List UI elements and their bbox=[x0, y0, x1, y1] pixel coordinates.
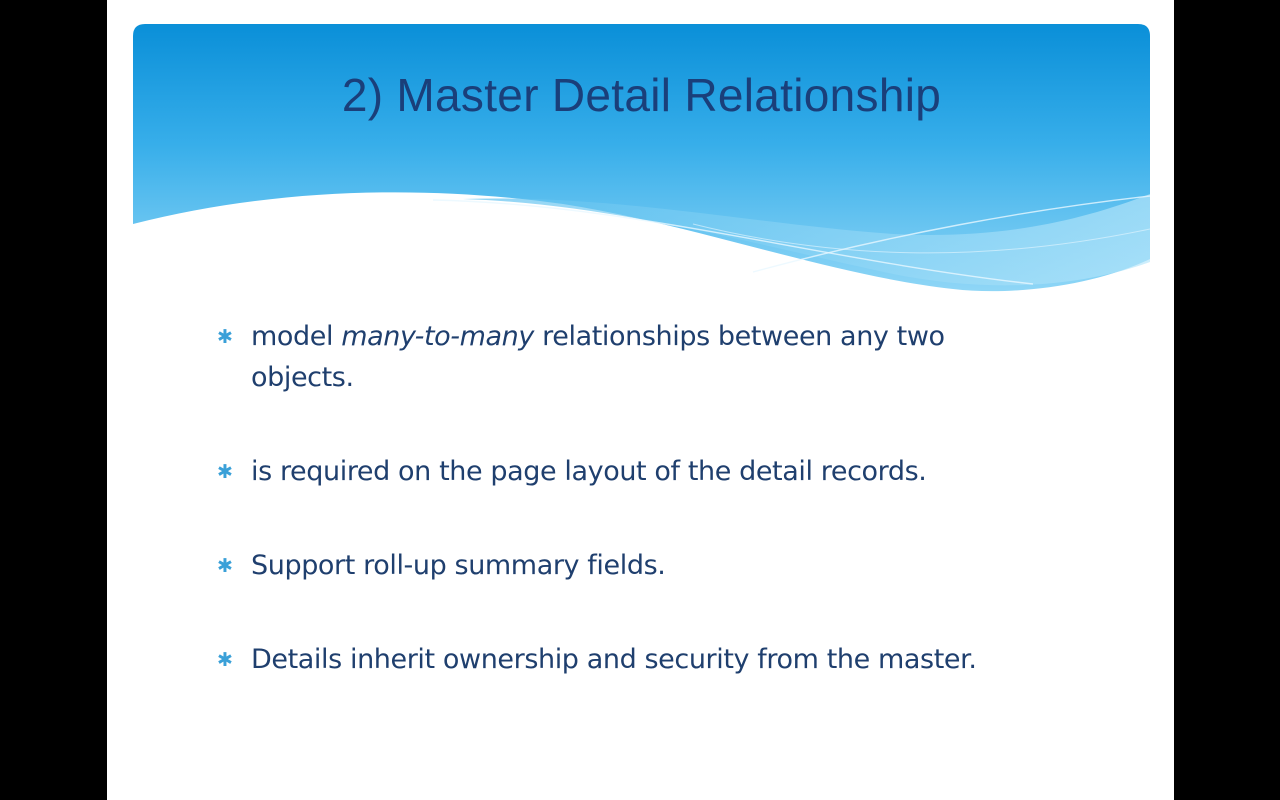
asterisk-icon: ✱ bbox=[217, 326, 233, 348]
wave-banner-graphic bbox=[133, 24, 1150, 292]
bullet-emphasis: many-to-many bbox=[341, 321, 534, 352]
bullet-item: ✱ Details inherit ownership and security… bbox=[217, 639, 1037, 680]
slide-title: 2) Master Detail Relationship bbox=[341, 69, 942, 121]
asterisk-icon: ✱ bbox=[217, 649, 233, 671]
bullet-item: ✱ Support roll-up summary fields. bbox=[217, 545, 1037, 586]
bullet-text-part: relationships between any two objects. bbox=[251, 321, 945, 393]
asterisk-icon: ✱ bbox=[217, 461, 233, 483]
bullet-item: ✱ model many-to-many relationships betwe… bbox=[217, 316, 1037, 398]
bullet-list: ✱ model many-to-many relationships betwe… bbox=[217, 316, 1037, 680]
title-banner: 2) Master Detail Relationship bbox=[133, 24, 1150, 304]
bullet-text: Support roll-up summary fields. bbox=[251, 550, 666, 581]
asterisk-icon: ✱ bbox=[217, 555, 233, 577]
bullet-text: is required on the page layout of the de… bbox=[251, 456, 927, 487]
bullet-text: Details inherit ownership and security f… bbox=[251, 644, 977, 675]
bullet-text-part: model bbox=[251, 321, 342, 352]
bullet-item: ✱ is required on the page layout of the … bbox=[217, 451, 1037, 492]
slide: 2) Master Detail Relationship ✱ model ma… bbox=[107, 0, 1174, 800]
